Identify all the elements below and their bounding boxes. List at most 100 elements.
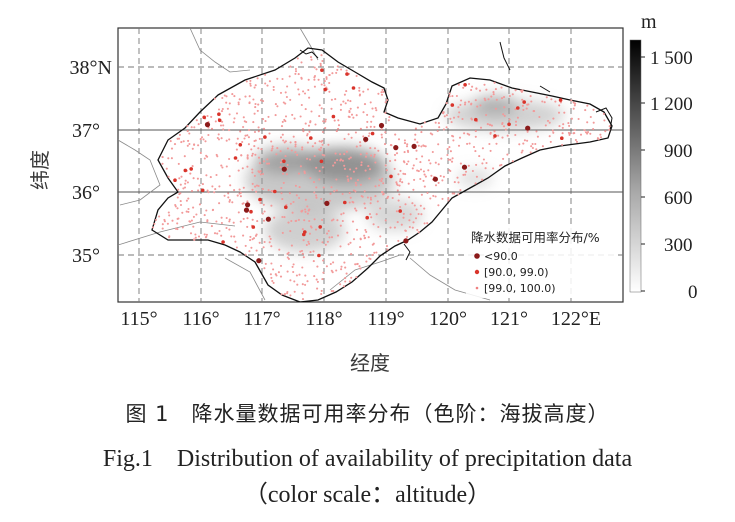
- station-marker-high: [419, 168, 423, 171]
- station-marker-high: [268, 80, 271, 83]
- station-marker-high: [451, 95, 454, 98]
- station-marker-high: [434, 121, 437, 124]
- station-marker-high: [419, 204, 422, 207]
- station-marker-mid: [221, 240, 225, 244]
- station-marker-high: [248, 129, 251, 132]
- legend-marker-mid: [474, 269, 480, 275]
- station-marker-high: [445, 102, 448, 105]
- station-marker-high: [494, 107, 497, 110]
- station-marker-high: [305, 243, 308, 247]
- station-marker-high: [432, 194, 435, 197]
- station-marker-high: [218, 202, 221, 205]
- station-marker-high: [249, 84, 252, 87]
- station-marker-high: [282, 181, 285, 184]
- station-marker-high: [419, 177, 422, 181]
- station-marker-high: [397, 138, 401, 141]
- station-marker-high: [336, 234, 340, 237]
- station-marker-high: [287, 221, 290, 224]
- station-marker-high: [203, 157, 206, 160]
- station-marker-high: [362, 135, 365, 138]
- station-marker-high: [171, 219, 174, 222]
- station-marker-high: [321, 278, 324, 281]
- colorbar-tick: 600: [664, 188, 693, 209]
- station-marker-high: [391, 196, 394, 200]
- station-marker-high: [326, 232, 329, 235]
- station-marker-high: [464, 170, 468, 173]
- station-marker-high: [274, 103, 277, 106]
- station-marker-high: [592, 108, 595, 111]
- station-marker-high: [339, 245, 342, 248]
- y-tick-label: 37°: [72, 120, 100, 142]
- station-marker-high: [347, 133, 350, 136]
- station-marker-high: [475, 87, 478, 90]
- station-marker-high: [192, 215, 195, 218]
- station-marker-high: [355, 114, 358, 117]
- station-marker-high: [403, 142, 407, 145]
- station-marker-high: [420, 193, 423, 196]
- station-marker-high: [350, 276, 353, 279]
- station-marker-high: [281, 231, 284, 234]
- station-marker-high: [190, 126, 193, 129]
- station-marker-high: [343, 93, 346, 96]
- station-marker-high: [531, 146, 534, 150]
- station-marker-high: [263, 210, 266, 213]
- station-marker-high: [411, 167, 414, 170]
- station-marker-mid: [318, 225, 323, 229]
- station-marker-high: [599, 133, 602, 136]
- x-tick-label: 117°: [243, 308, 280, 330]
- station-marker-high: [313, 85, 316, 88]
- station-marker-high: [186, 125, 189, 128]
- station-marker-high: [181, 226, 184, 229]
- station-marker-high: [183, 186, 187, 189]
- station-marker-high: [320, 197, 323, 201]
- station-marker-high: [365, 126, 368, 129]
- station-marker-high: [242, 234, 245, 237]
- station-marker-high: [328, 90, 331, 93]
- station-marker-high: [489, 132, 492, 135]
- station-marker-mid: [522, 100, 526, 104]
- station-marker-high: [290, 219, 293, 223]
- station-marker-high: [402, 212, 405, 215]
- station-marker-high: [217, 133, 220, 136]
- station-marker-high: [187, 139, 190, 142]
- station-marker-high: [232, 221, 235, 224]
- station-marker-high: [343, 261, 346, 264]
- figure-caption-cn: 图 1 降水量数据可用率分布（色阶：海拔高度）: [125, 402, 610, 426]
- station-marker-high: [417, 170, 420, 173]
- station-marker-high: [557, 111, 561, 114]
- station-marker-high: [199, 138, 202, 141]
- station-marker-high: [308, 96, 311, 99]
- station-marker-high: [384, 219, 387, 222]
- station-marker-high: [568, 124, 571, 127]
- station-marker-high: [306, 141, 309, 144]
- station-marker-high: [281, 120, 284, 123]
- station-marker-high: [279, 150, 282, 153]
- station-marker-high: [335, 71, 338, 74]
- station-marker-high: [294, 184, 297, 187]
- station-marker-high: [240, 154, 243, 157]
- station-marker-high: [256, 109, 259, 112]
- station-marker-high: [586, 121, 589, 124]
- station-marker-high: [173, 143, 177, 146]
- station-marker-high: [348, 111, 351, 114]
- station-marker-high: [199, 151, 202, 154]
- x-axis-title: 经度: [350, 351, 390, 375]
- station-marker-mid: [319, 159, 324, 164]
- station-marker-low: [378, 122, 385, 129]
- station-marker-high: [270, 140, 273, 143]
- station-marker-high: [324, 126, 327, 130]
- station-marker-high: [367, 165, 370, 168]
- station-marker-high: [502, 96, 506, 99]
- station-marker-high: [558, 125, 561, 128]
- station-marker-high: [387, 119, 390, 122]
- station-marker-high: [358, 93, 362, 96]
- station-marker-high: [193, 126, 196, 129]
- station-marker-high: [429, 197, 432, 200]
- station-marker-high: [251, 188, 254, 191]
- station-marker-high: [221, 120, 224, 123]
- station-marker-high: [182, 140, 185, 143]
- station-marker-high: [280, 186, 283, 190]
- station-marker-high: [281, 133, 284, 136]
- station-marker-high: [359, 144, 362, 147]
- station-marker-high: [368, 213, 372, 216]
